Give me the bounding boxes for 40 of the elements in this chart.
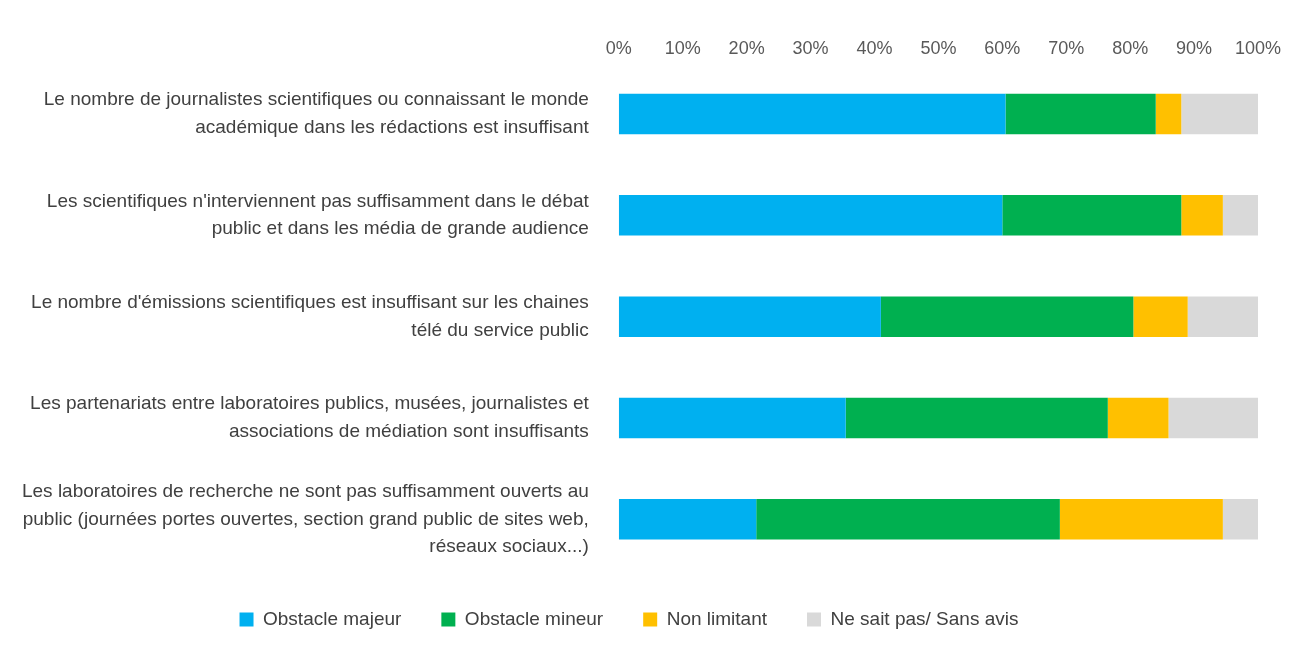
bar [618, 93, 1006, 135]
x-tick-label: 30% [792, 38, 829, 59]
x-tick-label: 100% [1234, 38, 1282, 59]
x-tick-label: 10% [664, 38, 701, 59]
bar [1059, 499, 1223, 540]
y-tick-label: Les scientifiques n'interviennent pas suffisamment dans le débat public et dans les média de grande audience [46, 189, 590, 239]
x-tick-label: 80% [1112, 38, 1149, 59]
bar [756, 499, 1060, 540]
x-tick-label: 70% [1048, 38, 1085, 59]
bar [1107, 397, 1169, 439]
y-tick-label: Les partenariats entre laboratoires publics, musées, journalistes et associations de médiation sont insuffisants [30, 392, 590, 442]
x-tick-label: 90% [1176, 38, 1213, 59]
x-tick-label: 0% [605, 38, 632, 59]
bar [1187, 296, 1258, 337]
x-tick-label: 50% [920, 38, 957, 59]
legend-label: Obstacle majeur [263, 607, 403, 629]
x-tick-label: 20% [728, 38, 765, 59]
x-tick-label: 40% [856, 38, 893, 59]
bar [1005, 93, 1156, 135]
bar [880, 296, 1134, 337]
bar [1181, 195, 1223, 236]
x-tick-label: 60% [984, 38, 1021, 59]
bar [1168, 397, 1258, 439]
bar [618, 397, 846, 439]
y-tick-label: Les laboratoires de recherche ne sont pas suffisamment ouverts au public (journées portes ouvertes, section grand public de sites web, réseaux sociaux...) [21, 480, 589, 557]
y-tick-label: Le nombre de journalistes scientifiques ou connaissant le monde académique dans les rédactions est insuffisant [43, 88, 590, 137]
bar [1002, 195, 1182, 236]
bar [845, 397, 1108, 439]
bar [1133, 296, 1188, 337]
bar [618, 195, 1003, 236]
y-tick-label: Le nombre d'émissions scientifiques est insuffisant sur les chaines télé du service public [31, 291, 589, 340]
bar [1155, 93, 1182, 135]
legend-label: Obstacle mineur [464, 607, 604, 629]
bar [1222, 195, 1258, 236]
bar [1222, 499, 1258, 540]
bar [618, 499, 757, 540]
legend-label: Non limitant [666, 607, 768, 629]
legend-label: Ne sait pas/ Sans avis [830, 607, 1019, 629]
bar [1181, 93, 1258, 135]
bar [618, 296, 881, 337]
